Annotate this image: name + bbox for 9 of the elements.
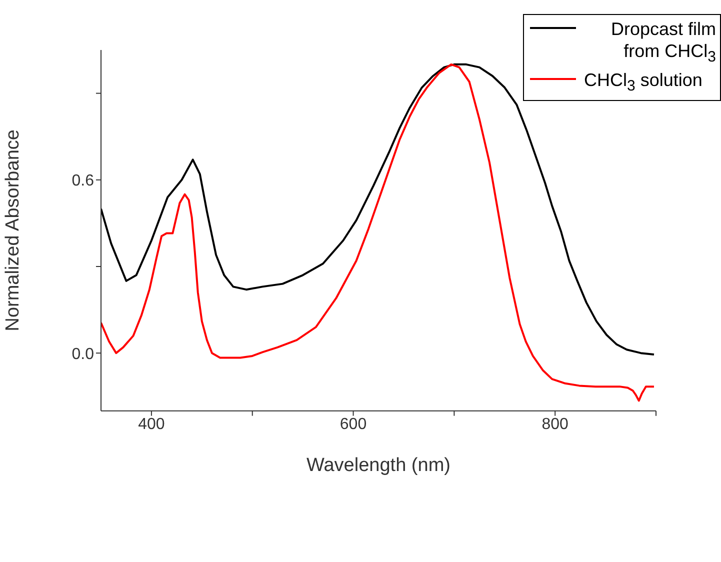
y-tick-label: 0.0 — [72, 346, 94, 363]
y-tick-label: 0.6 — [72, 172, 94, 190]
legend-label: CHCl$_{3}$ solution — [584, 68, 702, 96]
x-tick-label: 400 — [138, 416, 165, 434]
x-axis-title: Wavelength (nm) — [306, 454, 450, 476]
legend-label: Dropcast film from CHCl$_{3}$ — [610, 18, 716, 68]
y-axis-title: Normalized Absorbance — [2, 130, 24, 332]
x-tick-label: 800 — [542, 416, 569, 434]
x-tick-label: 600 — [340, 416, 367, 434]
